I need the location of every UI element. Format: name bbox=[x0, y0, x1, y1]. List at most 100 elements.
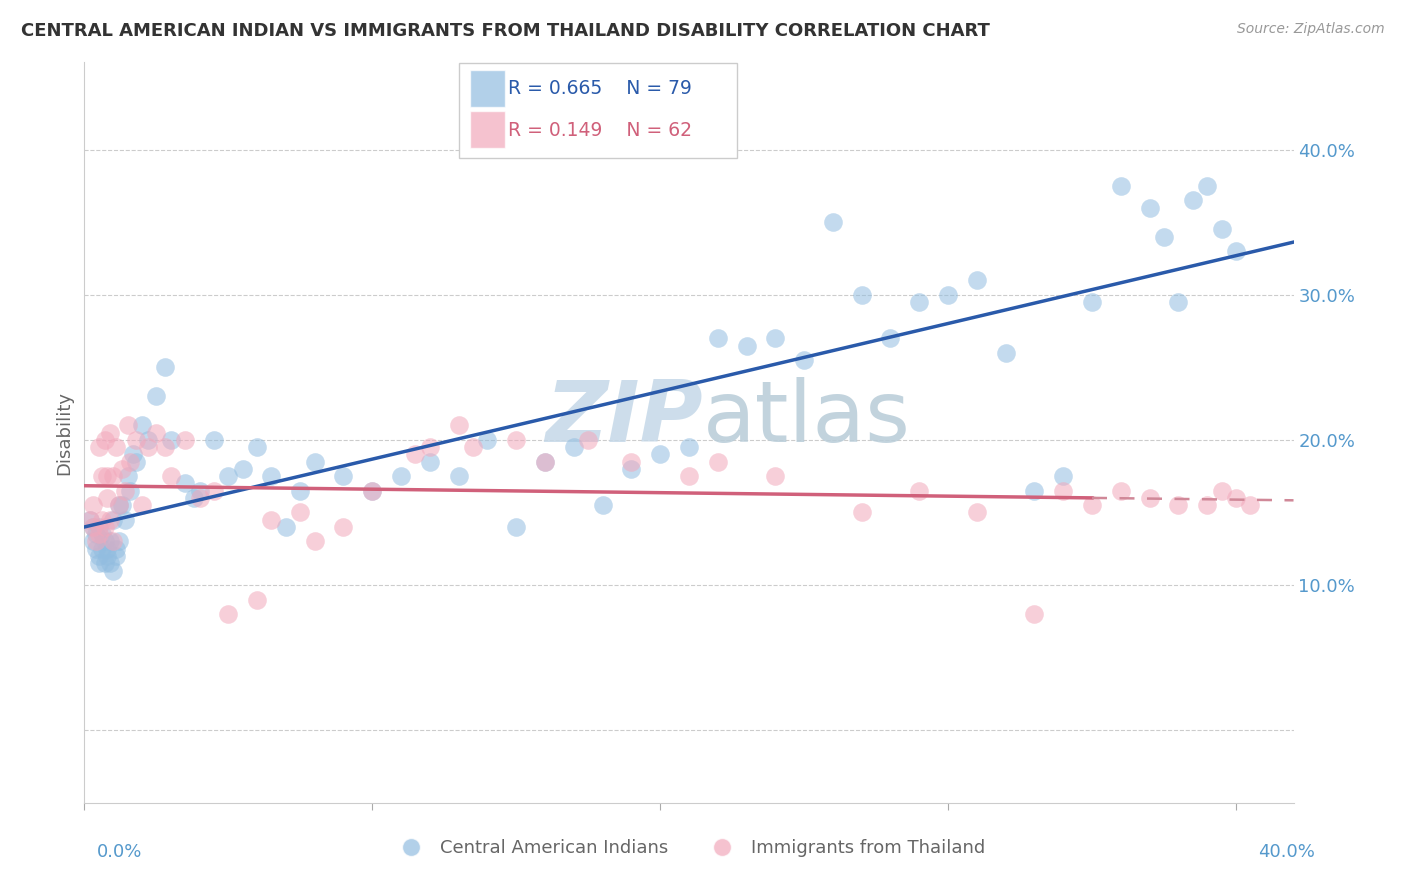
Point bbox=[419, 455, 441, 469]
Point bbox=[120, 483, 142, 498]
Point bbox=[461, 440, 484, 454]
Point bbox=[1109, 483, 1132, 498]
Point bbox=[1181, 194, 1204, 208]
Point bbox=[79, 513, 101, 527]
Point bbox=[111, 462, 134, 476]
Point bbox=[217, 469, 239, 483]
Point bbox=[117, 469, 139, 483]
Point bbox=[136, 440, 159, 454]
Point bbox=[1225, 244, 1247, 259]
Point bbox=[96, 549, 118, 563]
Point bbox=[274, 520, 297, 534]
Point bbox=[994, 345, 1017, 359]
Point bbox=[678, 440, 700, 454]
Point bbox=[1167, 498, 1189, 512]
Point bbox=[260, 513, 283, 527]
Point bbox=[93, 520, 115, 534]
Point bbox=[101, 534, 124, 549]
Point bbox=[290, 506, 312, 520]
Text: Source: ZipAtlas.com: Source: ZipAtlas.com bbox=[1237, 22, 1385, 37]
Point bbox=[105, 541, 128, 556]
Point bbox=[620, 462, 643, 476]
Point bbox=[908, 295, 931, 310]
Point bbox=[592, 498, 614, 512]
Point bbox=[361, 483, 384, 498]
Point bbox=[678, 469, 700, 483]
Point bbox=[82, 498, 104, 512]
Point bbox=[217, 607, 239, 621]
Point bbox=[117, 418, 139, 433]
Point bbox=[93, 556, 115, 570]
Point bbox=[93, 433, 115, 447]
Point bbox=[735, 338, 758, 352]
Point bbox=[131, 498, 153, 512]
Point bbox=[534, 455, 557, 469]
Point bbox=[101, 469, 124, 483]
FancyBboxPatch shape bbox=[460, 63, 737, 158]
Point bbox=[650, 447, 672, 461]
Point bbox=[145, 425, 167, 440]
Point bbox=[477, 433, 499, 447]
Text: R = 0.149    N = 62: R = 0.149 N = 62 bbox=[508, 120, 692, 140]
Point bbox=[122, 447, 145, 461]
Point bbox=[966, 273, 988, 287]
Point bbox=[84, 541, 107, 556]
Point bbox=[202, 433, 225, 447]
Text: ZIP: ZIP bbox=[546, 376, 703, 459]
Point bbox=[304, 534, 326, 549]
Point bbox=[1081, 295, 1104, 310]
Point bbox=[534, 455, 557, 469]
Point bbox=[706, 455, 728, 469]
Point bbox=[1052, 483, 1074, 498]
Point bbox=[361, 483, 384, 498]
Point bbox=[1109, 178, 1132, 193]
Point bbox=[153, 360, 176, 375]
Point bbox=[188, 491, 211, 505]
Point bbox=[1139, 491, 1161, 505]
Point bbox=[98, 556, 121, 570]
Point bbox=[851, 506, 873, 520]
Text: atlas: atlas bbox=[703, 376, 911, 459]
Point bbox=[82, 520, 104, 534]
Point bbox=[936, 287, 959, 301]
Point bbox=[82, 520, 104, 534]
Point bbox=[174, 476, 197, 491]
Text: 40.0%: 40.0% bbox=[1258, 843, 1315, 861]
Point bbox=[90, 513, 112, 527]
Point bbox=[505, 520, 527, 534]
Point bbox=[159, 469, 181, 483]
Point bbox=[79, 513, 101, 527]
Point bbox=[108, 498, 131, 512]
Point bbox=[793, 353, 815, 368]
Text: R = 0.665    N = 79: R = 0.665 N = 79 bbox=[508, 78, 692, 98]
Point bbox=[125, 433, 148, 447]
Point bbox=[232, 462, 254, 476]
Point bbox=[114, 483, 136, 498]
Point bbox=[620, 455, 643, 469]
Point bbox=[188, 483, 211, 498]
Point bbox=[114, 513, 136, 527]
FancyBboxPatch shape bbox=[471, 111, 505, 147]
Point bbox=[763, 331, 786, 345]
Point bbox=[1081, 498, 1104, 512]
Point bbox=[84, 527, 107, 541]
Point bbox=[404, 447, 426, 461]
Point bbox=[108, 498, 131, 512]
Point bbox=[879, 331, 901, 345]
Point bbox=[1139, 201, 1161, 215]
Point bbox=[90, 541, 112, 556]
Point bbox=[332, 520, 354, 534]
Point bbox=[101, 564, 124, 578]
Point bbox=[706, 331, 728, 345]
Point bbox=[174, 433, 197, 447]
Point bbox=[96, 541, 118, 556]
Point bbox=[98, 534, 121, 549]
Point bbox=[419, 440, 441, 454]
Point bbox=[98, 425, 121, 440]
Point bbox=[90, 469, 112, 483]
Point bbox=[908, 483, 931, 498]
Point bbox=[105, 549, 128, 563]
Point bbox=[562, 440, 585, 454]
Point bbox=[332, 469, 354, 483]
FancyBboxPatch shape bbox=[471, 70, 505, 107]
